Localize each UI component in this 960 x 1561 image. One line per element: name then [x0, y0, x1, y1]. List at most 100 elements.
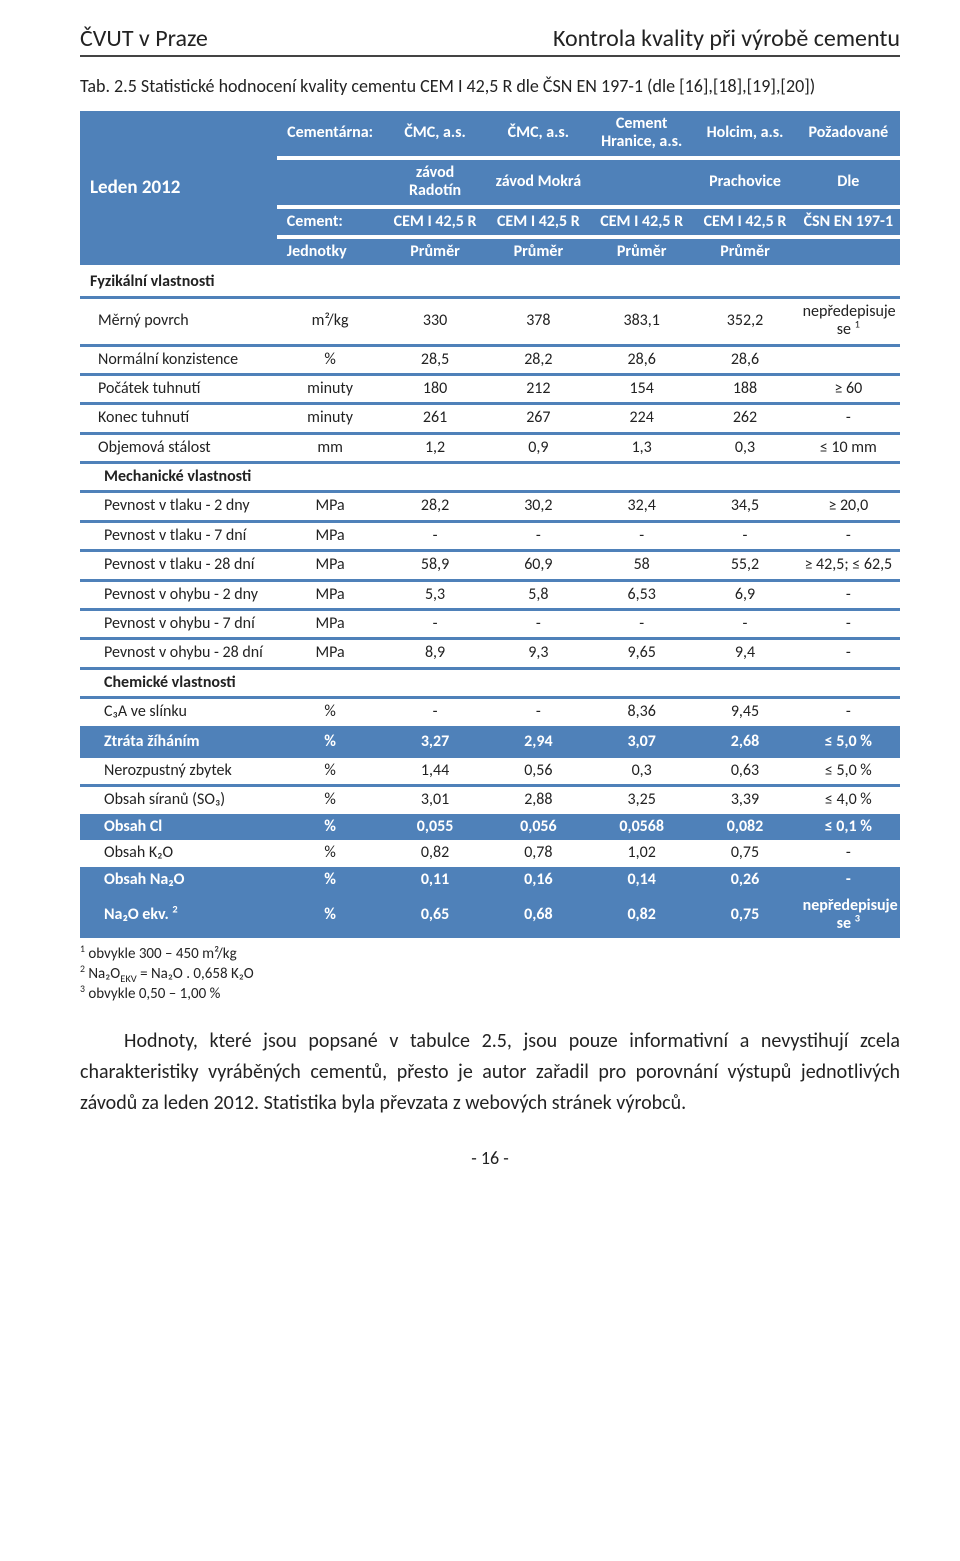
table-cell: 1,44: [383, 756, 486, 785]
table-cell: %: [277, 893, 384, 938]
table-cell: %: [277, 756, 384, 785]
header-left: ČVUT v Praze: [80, 24, 208, 53]
table-cell: 180: [383, 374, 486, 403]
table-row: Počátek tuhnutíminuty180212154188≥ 60: [80, 374, 900, 403]
table-cell: mm: [277, 433, 384, 462]
table-cell: %: [277, 786, 384, 814]
table-cell: Pevnost v ohybu - 28 dní: [80, 639, 277, 668]
table-cell: 0,3: [590, 756, 693, 785]
table-row: Měrný povrchm²/kg330378383,1352,2nepřede…: [80, 297, 900, 345]
table-cell: MPa: [277, 521, 384, 550]
table-row: Normální konzistence%28,528,228,628,6: [80, 345, 900, 374]
table-cell: 1,02: [590, 840, 693, 866]
table-row: Ztráta žíháním%3,272,943,072,68≤ 5,0 %: [80, 727, 900, 756]
table-cell: 0,56: [487, 756, 590, 785]
footnotes: 1 obvykle 300 – 450 m²/kg2 Na₂OEKV = Na₂…: [80, 944, 900, 1005]
table-cell: ≤ 0,1 %: [797, 814, 900, 840]
table-cell: 3,07: [590, 727, 693, 756]
table-cell: Obsah K₂O: [80, 840, 277, 866]
table-cell: 9,65: [590, 639, 693, 668]
table-cell: -: [590, 610, 693, 639]
table-cell: -: [797, 580, 900, 609]
header-cell: ČMC, a.s.: [383, 111, 486, 158]
table-cell: 0,11: [383, 867, 486, 893]
table-cell: 352,2: [693, 297, 796, 345]
header-cell: CEM I 42,5 R: [693, 207, 796, 237]
table-cell: 0,78: [487, 840, 590, 866]
section-title: Chemické vlastnosti: [80, 668, 900, 697]
table-cell: MPa: [277, 639, 384, 668]
table-cell: 0,75: [693, 893, 796, 938]
table-cell: 8,36: [590, 698, 693, 727]
header-right: Kontrola kvality při výrobě cementu: [553, 24, 900, 53]
table-cell: 224: [590, 404, 693, 433]
section-title: Mechanické vlastnosti: [80, 463, 900, 492]
header-cell: závod Mokrá: [487, 158, 590, 207]
table-cell: 58,9: [383, 551, 486, 580]
table-cell: Obsah síranů (SO₃): [80, 786, 277, 814]
table-row: Pevnost v tlaku - 2 dnyMPa28,230,232,434…: [80, 492, 900, 521]
table-cell: ≥ 20,0: [797, 492, 900, 521]
table-row: Pevnost v tlaku - 7 dníMPa-----: [80, 521, 900, 550]
table-cell: 0,82: [383, 840, 486, 866]
table-cell: %: [277, 867, 384, 893]
table-cell: 1,2: [383, 433, 486, 462]
table-cell: 378: [487, 297, 590, 345]
table-cell: ≤ 5,0 %: [797, 756, 900, 785]
table-cell: 0,63: [693, 756, 796, 785]
table-cell: 188: [693, 374, 796, 403]
table-cell: Obsah Na₂O: [80, 867, 277, 893]
footnote: 3 obvykle 0,50 – 1,00 %: [80, 984, 900, 1004]
table-cell: 58: [590, 551, 693, 580]
table-cell: Normální konzistence: [80, 345, 277, 374]
table-cell: ≤ 5,0 %: [797, 727, 900, 756]
table-cell: 5,8: [487, 580, 590, 609]
table-cell: nepředepisuje se 1: [797, 297, 900, 345]
table-cell: 154: [590, 374, 693, 403]
table-cell: Pevnost v tlaku - 28 dní: [80, 551, 277, 580]
table-cell: 9,4: [693, 639, 796, 668]
table-row: Nerozpustný zbytek%1,440,560,30,63≤ 5,0 …: [80, 756, 900, 785]
table-row: Pevnost v ohybu - 28 dníMPa8,99,39,659,4…: [80, 639, 900, 668]
header-cell: Cement Hranice, a.s.: [590, 111, 693, 158]
table-cell: -: [487, 698, 590, 727]
table-cell: 212: [487, 374, 590, 403]
table-cell: 3,01: [383, 786, 486, 814]
table-cell: Konec tuhnutí: [80, 404, 277, 433]
header-cell: Holcim, a.s.: [693, 111, 796, 158]
header-cell: CEM I 42,5 R: [383, 207, 486, 237]
table-cell: -: [797, 840, 900, 866]
table-cell: 0,9: [487, 433, 590, 462]
header-cell: [797, 237, 900, 267]
header-cell: Průměr: [590, 237, 693, 267]
table-caption: Tab. 2.5 Statistické hodnocení kvality c…: [80, 75, 900, 97]
table-cell: 55,2: [693, 551, 796, 580]
table-row: Pevnost v ohybu - 2 dnyMPa5,35,86,536,9-: [80, 580, 900, 609]
header-cell: CEM I 42,5 R: [590, 207, 693, 237]
table-cell: 330: [383, 297, 486, 345]
table-cell: -: [797, 404, 900, 433]
table-cell: 3,25: [590, 786, 693, 814]
table-cell: Objemová stálost: [80, 433, 277, 462]
header-cell: ČMC, a.s.: [487, 111, 590, 158]
page-number: - 16 -: [80, 1147, 900, 1169]
table-cell: 34,5: [693, 492, 796, 521]
table-cell: MPa: [277, 492, 384, 521]
table-cell: %: [277, 698, 384, 727]
table-cell: MPa: [277, 610, 384, 639]
header-cell: [277, 158, 384, 207]
table-row: Na₂O ekv. 2%0,650,680,820,75nepředepisuj…: [80, 893, 900, 938]
page-header: ČVUT v Praze Kontrola kvality při výrobě…: [80, 24, 900, 57]
table-row: Pevnost v ohybu - 7 dníMPa-----: [80, 610, 900, 639]
table-cell: MPa: [277, 580, 384, 609]
table-cell: -: [383, 698, 486, 727]
table-row: Obsah síranů (SO₃)%3,012,883,253,39≤ 4,0…: [80, 786, 900, 814]
table-cell: 0,055: [383, 814, 486, 840]
table-cell: 60,9: [487, 551, 590, 580]
table-cell: 9,3: [487, 639, 590, 668]
header-cell: Průměr: [487, 237, 590, 267]
table-cell: 28,6: [693, 345, 796, 374]
table-cell: 8,9: [383, 639, 486, 668]
data-table: Leden 2012Cementárna:ČMC, a.s.ČMC, a.s.C…: [80, 111, 900, 938]
table-cell: m²/kg: [277, 297, 384, 345]
